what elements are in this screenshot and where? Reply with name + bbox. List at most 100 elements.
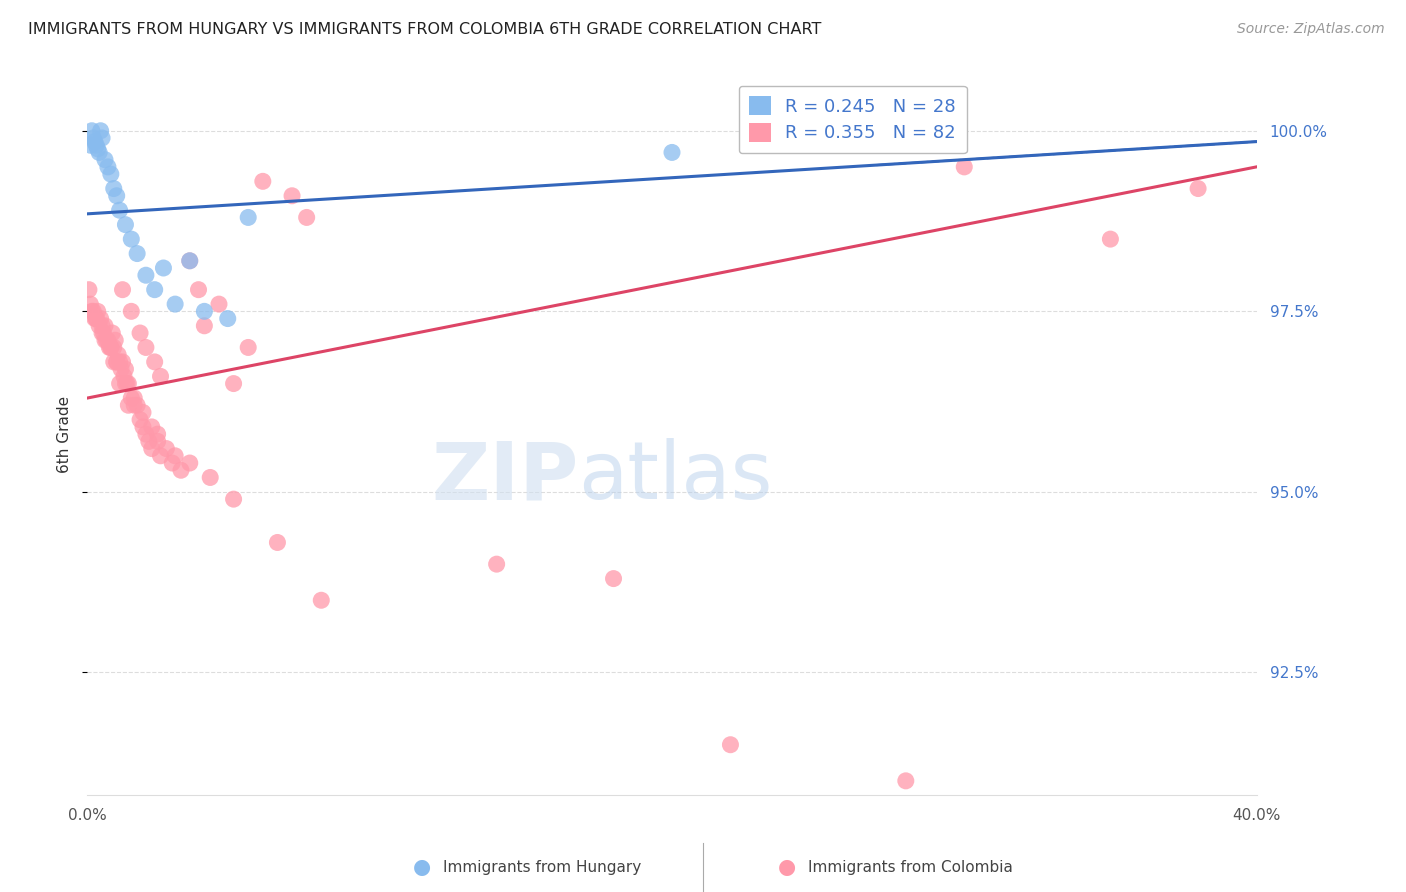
Point bbox=[179, 456, 201, 470]
Point bbox=[105, 188, 128, 202]
Point bbox=[83, 311, 105, 326]
Point bbox=[193, 318, 215, 333]
Point bbox=[120, 391, 142, 405]
Point bbox=[115, 376, 138, 391]
Point bbox=[193, 304, 215, 318]
Text: IMMIGRANTS FROM HUNGARY VS IMMIGRANTS FROM COLOMBIA 6TH GRADE CORRELATION CHART: IMMIGRANTS FROM HUNGARY VS IMMIGRANTS FR… bbox=[28, 22, 821, 37]
Point bbox=[79, 138, 101, 153]
Point bbox=[238, 211, 260, 225]
Text: atlas: atlas bbox=[578, 439, 773, 516]
Point bbox=[91, 131, 114, 145]
Point bbox=[129, 413, 152, 427]
Point bbox=[100, 341, 122, 355]
Point bbox=[82, 304, 104, 318]
Point bbox=[108, 203, 131, 218]
Point bbox=[127, 246, 149, 260]
Point bbox=[86, 304, 108, 318]
Point bbox=[170, 463, 193, 477]
Point bbox=[114, 376, 136, 391]
Point bbox=[138, 434, 160, 449]
Point bbox=[179, 253, 201, 268]
Point bbox=[91, 326, 114, 340]
Point bbox=[238, 341, 260, 355]
Point bbox=[89, 318, 111, 333]
Point bbox=[953, 160, 976, 174]
Point bbox=[110, 362, 132, 376]
Point bbox=[149, 369, 172, 384]
Point bbox=[114, 218, 136, 232]
Point bbox=[108, 376, 131, 391]
Text: Immigrants from Hungary: Immigrants from Hungary bbox=[443, 860, 641, 874]
Point bbox=[84, 311, 107, 326]
Point bbox=[90, 124, 112, 138]
Point bbox=[122, 391, 145, 405]
Text: ZIP: ZIP bbox=[432, 439, 578, 516]
Point bbox=[661, 145, 683, 160]
Point bbox=[100, 167, 122, 181]
Point bbox=[152, 260, 174, 275]
Text: ●: ● bbox=[779, 857, 796, 877]
Point bbox=[122, 398, 145, 412]
Point bbox=[865, 131, 887, 145]
Point bbox=[107, 348, 129, 362]
Point bbox=[894, 773, 917, 788]
Point bbox=[217, 311, 239, 326]
Point bbox=[149, 449, 172, 463]
Point bbox=[141, 420, 163, 434]
Point bbox=[135, 341, 157, 355]
Point bbox=[311, 593, 333, 607]
Point bbox=[117, 376, 139, 391]
Point bbox=[93, 326, 115, 340]
Point bbox=[127, 398, 149, 412]
Point bbox=[111, 283, 134, 297]
Point bbox=[155, 442, 177, 456]
Point bbox=[129, 326, 152, 340]
Point bbox=[77, 283, 100, 297]
Point bbox=[89, 145, 111, 160]
Point bbox=[103, 355, 125, 369]
Point bbox=[103, 341, 125, 355]
Point bbox=[91, 318, 114, 333]
Point bbox=[96, 333, 118, 347]
Point bbox=[252, 174, 274, 188]
Point bbox=[179, 253, 201, 268]
Point bbox=[117, 398, 139, 412]
Point bbox=[80, 304, 103, 318]
Y-axis label: 6th Grade: 6th Grade bbox=[58, 395, 72, 473]
Point bbox=[83, 135, 105, 149]
Point bbox=[105, 355, 128, 369]
Point bbox=[100, 341, 122, 355]
Point bbox=[112, 369, 135, 384]
Point bbox=[94, 333, 117, 347]
Point bbox=[165, 449, 187, 463]
Point bbox=[84, 311, 107, 326]
Point bbox=[295, 211, 318, 225]
Point bbox=[160, 456, 183, 470]
Point bbox=[86, 142, 108, 156]
Point bbox=[485, 557, 508, 571]
Point bbox=[120, 232, 142, 246]
Point bbox=[132, 420, 155, 434]
Point bbox=[281, 188, 304, 202]
Point bbox=[104, 333, 127, 347]
Point bbox=[79, 297, 101, 311]
Point bbox=[222, 376, 245, 391]
Point bbox=[120, 304, 142, 318]
Text: ●: ● bbox=[413, 857, 430, 877]
Point bbox=[222, 492, 245, 507]
Text: Source: ZipAtlas.com: Source: ZipAtlas.com bbox=[1237, 22, 1385, 37]
Point bbox=[97, 333, 120, 347]
Point bbox=[208, 297, 231, 311]
Point bbox=[98, 341, 121, 355]
Point bbox=[143, 283, 166, 297]
Point bbox=[114, 362, 136, 376]
Point bbox=[141, 442, 163, 456]
Point bbox=[84, 138, 107, 153]
Point bbox=[90, 311, 112, 326]
Point bbox=[80, 124, 103, 138]
Text: Immigrants from Colombia: Immigrants from Colombia bbox=[808, 860, 1014, 874]
Point bbox=[135, 268, 157, 283]
Point bbox=[94, 153, 117, 167]
Legend: R = 0.245   N = 28, R = 0.355   N = 82: R = 0.245 N = 28, R = 0.355 N = 82 bbox=[738, 86, 967, 153]
Point bbox=[105, 355, 128, 369]
